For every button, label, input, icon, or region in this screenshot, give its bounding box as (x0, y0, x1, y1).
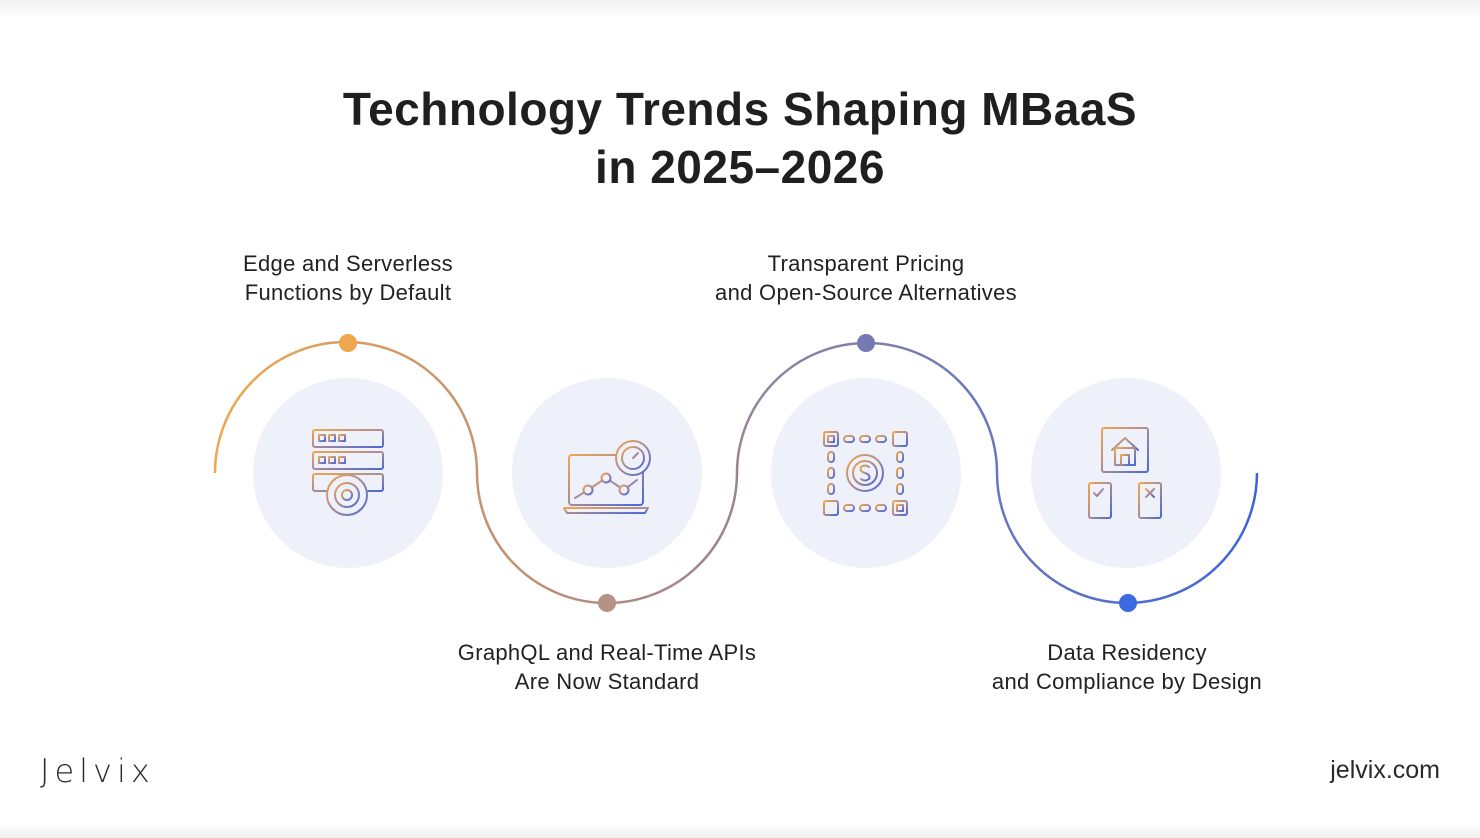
trend-dot-3 (857, 334, 875, 352)
page-title: Technology Trends Shaping MBaaS in 2025–… (0, 80, 1480, 196)
trend-4-line-1: Data Residency (1047, 640, 1207, 665)
wave-connector (213, 340, 1259, 605)
trend-dot-4 (1119, 594, 1137, 612)
trend-label-3: Transparent Pricing and Open-Source Alte… (656, 249, 1076, 307)
jelvix-logo[interactable]: Jelvix (40, 752, 155, 790)
laptop-analytics-stopwatch-icon (563, 436, 651, 514)
dollar-chain-network-icon (823, 431, 908, 516)
trend-4-line-2: and Compliance by Design (991, 669, 1263, 694)
trend-label-2: GraphQL and Real-Time APIs Are Now Stand… (397, 638, 817, 696)
trend-1-line-1: Edge and Serverless (243, 251, 453, 276)
trend-dot-2 (598, 594, 616, 612)
trend-2-line-1: GraphQL and Real-Time APIs (457, 640, 757, 665)
trend-1-line-2: Functions by Default (244, 280, 452, 305)
house-documents-hierarchy-icon (1088, 427, 1162, 519)
server-gear-icon (312, 429, 384, 516)
trend-label-1: Edge and Serverless Functions by Default (138, 249, 558, 307)
site-url[interactable]: jelvix.com (1330, 756, 1440, 784)
top-band (0, 0, 1480, 18)
trend-2-line-2: Are Now Standard (514, 669, 700, 694)
trend-dot-1 (339, 334, 357, 352)
title-line-1: Technology Trends Shaping MBaaS (342, 83, 1138, 135)
trend-label-4: Data Residency and Compliance by Design (917, 638, 1337, 696)
title-line-2: in 2025–2026 (595, 141, 885, 193)
trend-3-line-2: and Open-Source Alternatives (715, 280, 1017, 305)
trend-3-line-1: Transparent Pricing (767, 251, 965, 276)
bottom-band (0, 822, 1480, 838)
